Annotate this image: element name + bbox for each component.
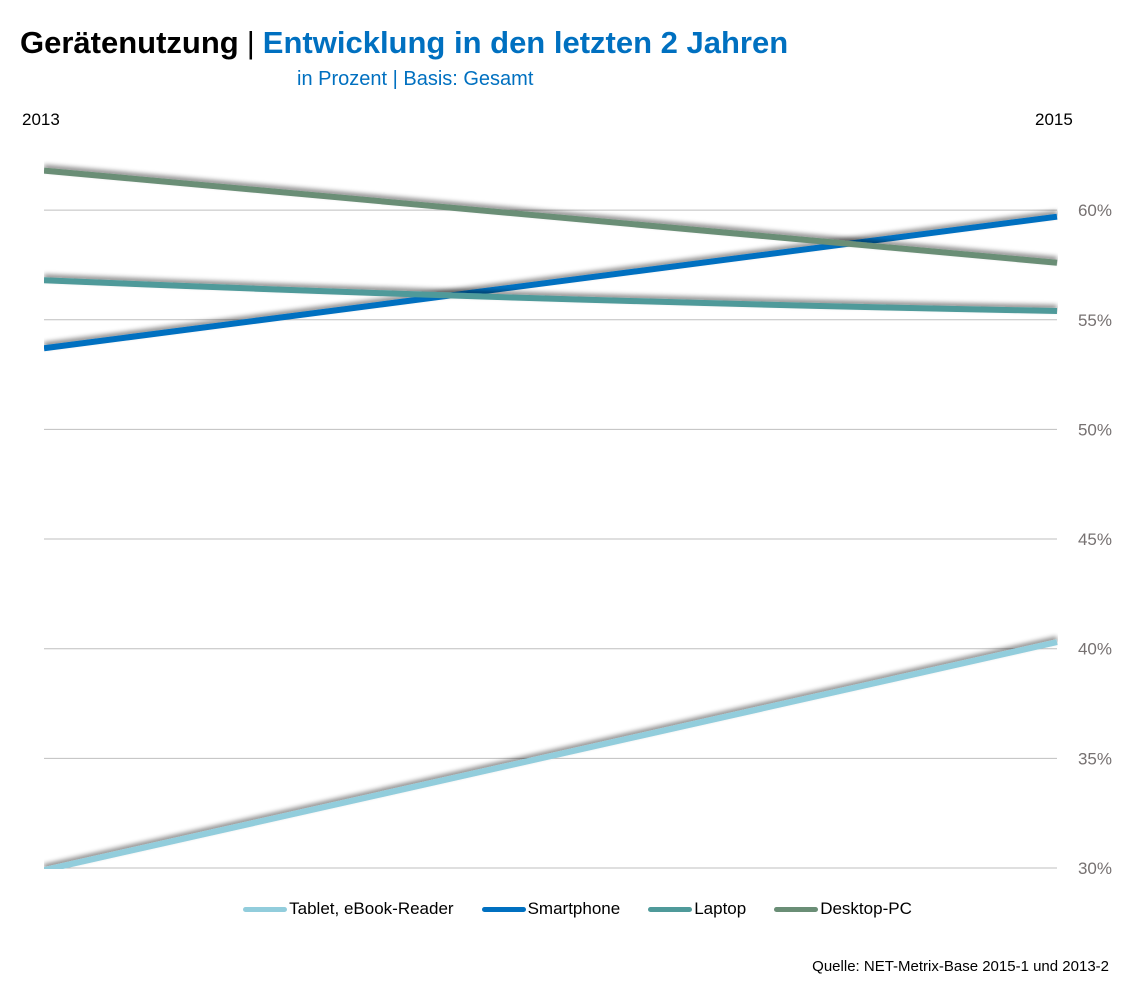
series-lines <box>44 167 1058 869</box>
title-separator: | <box>246 25 255 60</box>
title-sub: Entwicklung in den letzten 2 Jahren <box>262 25 789 60</box>
legend-item: Tablet, eBook-Reader <box>243 899 454 919</box>
y-tick-label: 50% <box>1078 420 1112 439</box>
legend-swatch <box>243 906 288 912</box>
source-note: Quelle: NET-Metrix-Base 2015-1 und 2013-… <box>812 958 1109 975</box>
series-line-smartphone <box>44 213 1058 352</box>
legend-label: Smartphone <box>527 899 621 918</box>
legend-item: Desktop-PC <box>774 899 912 919</box>
legend-label: Desktop-PC <box>820 899 912 918</box>
legend-label: Laptop <box>694 899 747 918</box>
legend-item: Laptop <box>648 899 746 919</box>
legend-item: Smartphone <box>481 899 621 919</box>
y-tick-label: 35% <box>1078 749 1112 768</box>
series-line-tablet-ebook-reader <box>44 639 1058 869</box>
legend-label: Tablet, eBook-Reader <box>289 899 454 918</box>
y-tick-label: 60% <box>1078 201 1112 220</box>
y-tick-label: 30% <box>1078 859 1112 878</box>
x-label-start: 2013 <box>22 110 60 129</box>
legend-swatch <box>481 906 526 912</box>
chart-title: Gerätenutzung | Entwicklung in den letzten… <box>20 20 788 66</box>
series-line-desktop-pc <box>44 167 1058 266</box>
y-tick-label: 55% <box>1078 311 1112 330</box>
legend: Tablet, eBook-Reader Smartphone Laptop Desk… <box>0 899 1125 919</box>
title-main: Gerätenutzung <box>20 25 239 60</box>
y-axis-labels: 30% 35% 40% 45% 50% 55% 60% <box>1078 201 1112 878</box>
y-tick-label: 45% <box>1078 530 1112 549</box>
x-label-end: 2015 <box>1035 110 1073 129</box>
y-tick-label: 40% <box>1078 640 1112 659</box>
series-line-laptop <box>44 277 1058 314</box>
legend-swatch <box>648 906 693 912</box>
chart-subtitle: in Prozent | Basis: Gesamt <box>297 68 534 90</box>
legend-swatch <box>774 906 819 912</box>
